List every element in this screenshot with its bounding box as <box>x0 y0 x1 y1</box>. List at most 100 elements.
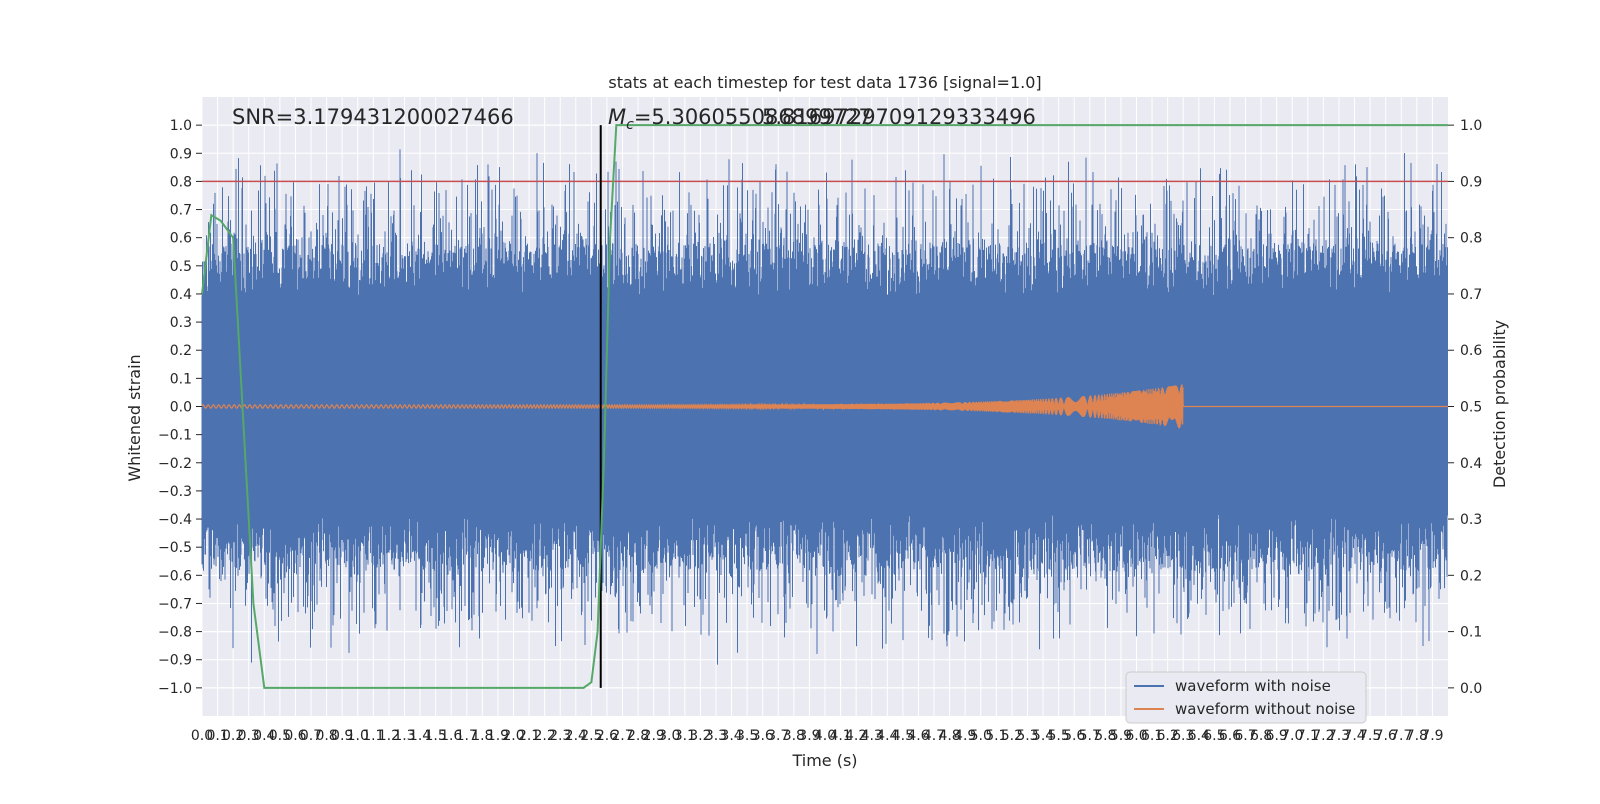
x-tick-label: 2.9 <box>643 728 665 744</box>
x-tick-label: 0.2 <box>222 728 244 744</box>
x-tick-label: 1.7 <box>456 728 478 744</box>
x-tick-label: 1.8 <box>471 728 493 744</box>
x-tick-label: 3.9 <box>798 728 820 744</box>
y-tick-label: 0.7 <box>170 203 192 219</box>
x-tick-label: 4.7 <box>923 728 945 744</box>
y2-tick-labels: 1.0 0.9 0.8 0.7 0.6 0.5 0.4 0.3 0.2 0.1 0.0 <box>1448 118 1482 697</box>
x-tick-label: 4.9 <box>954 728 976 744</box>
mc-annotation: Mc=5.306055086899727 <box>608 105 872 133</box>
x-tick-label: 1.3 <box>393 728 415 744</box>
x-tick-label: 2.7 <box>611 728 633 744</box>
x-tick-label: 7.2 <box>1312 728 1334 744</box>
x-tick-label: 3.7 <box>767 728 789 744</box>
x-tick-label: 5.4 <box>1032 728 1054 744</box>
x-tick-label: 5.5 <box>1047 728 1069 744</box>
x-tick-label: 3.8 <box>783 728 805 744</box>
mc-annotation-overlap: 5.8169729709129333496 <box>762 105 1036 129</box>
clean-trace <box>201 384 1448 429</box>
x-tick-label: 3.6 <box>752 728 774 744</box>
x-tick-label: 0.5 <box>269 728 291 744</box>
y-tick-label: 0.1 <box>170 371 192 387</box>
y-tick-label: −0.5 <box>158 540 192 556</box>
y2-tick-label: 0.2 <box>1460 568 1482 584</box>
x-tick-label: 2.3 <box>549 728 571 744</box>
x-tick-label: 1.9 <box>487 728 509 744</box>
y-tick-label: −0.9 <box>158 653 192 669</box>
series-waveform-without-noise <box>201 384 1448 429</box>
x-tick-label: 7.0 <box>1281 728 1303 744</box>
x-tick-label: 5.8 <box>1094 728 1116 744</box>
x-tick-label: 4.6 <box>907 728 929 744</box>
x-tick-label: 6.9 <box>1266 728 1288 744</box>
x-tick-label: 1.6 <box>440 728 462 744</box>
x-tick-label: 0.1 <box>206 728 228 744</box>
detection-probability-line <box>201 124 1448 689</box>
y-tick-label: −1.0 <box>158 681 192 697</box>
y-tick-label: 0.3 <box>170 315 192 331</box>
y-tick-label: −0.7 <box>158 596 192 612</box>
y-tick-label: 0.2 <box>170 343 192 359</box>
x-tick-label: 0.9 <box>331 728 353 744</box>
x-tick-label: 4.8 <box>938 728 960 744</box>
y2-tick-label: 0.3 <box>1460 512 1482 528</box>
x-tick-label: 6.1 <box>1141 728 1163 744</box>
x-tick-label: 2.8 <box>627 728 649 744</box>
y2-tick-label: 0.9 <box>1460 174 1482 190</box>
y-tick-label: 0.8 <box>170 174 192 190</box>
x-tick-label: 2.1 <box>518 728 540 744</box>
x-tick-label: 7.1 <box>1297 728 1319 744</box>
x-tick-label: 2.5 <box>580 728 602 744</box>
x-tick-label: 6.4 <box>1188 728 1210 744</box>
x-tick-label: 6.5 <box>1203 728 1225 744</box>
x-tick-labels: 0.00.10.20.30.40.50.60.70.80.91.01.11.21… <box>191 728 1444 744</box>
x-tick-label: 7.6 <box>1375 728 1397 744</box>
x-tick-label: 6.0 <box>1125 728 1147 744</box>
x-tick-label: 5.7 <box>1079 728 1101 744</box>
y-tick-label: −0.6 <box>158 568 192 584</box>
y-tick-label: −0.8 <box>158 625 192 641</box>
x-tick-label: 3.4 <box>720 728 742 744</box>
y-tick-label: 0.0 <box>170 400 192 416</box>
x-tick-label: 4.4 <box>876 728 898 744</box>
x-tick-label: 4.1 <box>829 728 851 744</box>
y-tick-label: 0.4 <box>170 287 192 303</box>
x-tick-label: 5.3 <box>1016 728 1038 744</box>
y-tick-label: 0.6 <box>170 231 192 247</box>
x-tick-label: 7.8 <box>1406 728 1428 744</box>
y-tick-label: −0.2 <box>158 456 192 472</box>
y2-tick-label: 0.5 <box>1460 400 1482 416</box>
x-tick-label: 2.2 <box>534 728 556 744</box>
y-tick-label: −0.1 <box>158 428 192 444</box>
x-tick-label: 7.4 <box>1343 728 1365 744</box>
x-tick-label: 5.0 <box>970 728 992 744</box>
x-tick-label: 5.2 <box>1001 728 1023 744</box>
x-tick-label: 0.7 <box>300 728 322 744</box>
x-tick-label: 1.0 <box>347 728 369 744</box>
x-tick-label: 6.7 <box>1234 728 1256 744</box>
x-tick-label: 1.2 <box>378 728 400 744</box>
x-tick-label: 7.5 <box>1359 728 1381 744</box>
x-tick-label: 7.7 <box>1390 728 1412 744</box>
y2-axis-label: Detection probability <box>1490 320 1509 488</box>
x-tick-label: 5.9 <box>1110 728 1132 744</box>
x-tick-label: 4.2 <box>845 728 867 744</box>
x-tick-label: 2.6 <box>596 728 618 744</box>
x-tick-label: 6.8 <box>1250 728 1272 744</box>
x-tick-label: 4.0 <box>814 728 836 744</box>
x-tick-label: 4.3 <box>861 728 883 744</box>
x-axis-label: Time (s) <box>791 751 857 770</box>
x-tick-label: 6.2 <box>1157 728 1179 744</box>
y2-tick-label: 0.1 <box>1460 625 1482 641</box>
x-tick-label: 6.3 <box>1172 728 1194 744</box>
x-tick-label: 7.3 <box>1328 728 1350 744</box>
x-tick-label: 3.5 <box>736 728 758 744</box>
x-tick-label: 1.4 <box>409 728 431 744</box>
x-tick-label: 3.2 <box>689 728 711 744</box>
x-tick-label: 0.4 <box>253 728 275 744</box>
x-tick-label: 3.0 <box>658 728 680 744</box>
x-tick-label: 3.3 <box>705 728 727 744</box>
x-tick-label: 2.0 <box>502 728 524 744</box>
x-tick-label: 7.9 <box>1421 728 1443 744</box>
